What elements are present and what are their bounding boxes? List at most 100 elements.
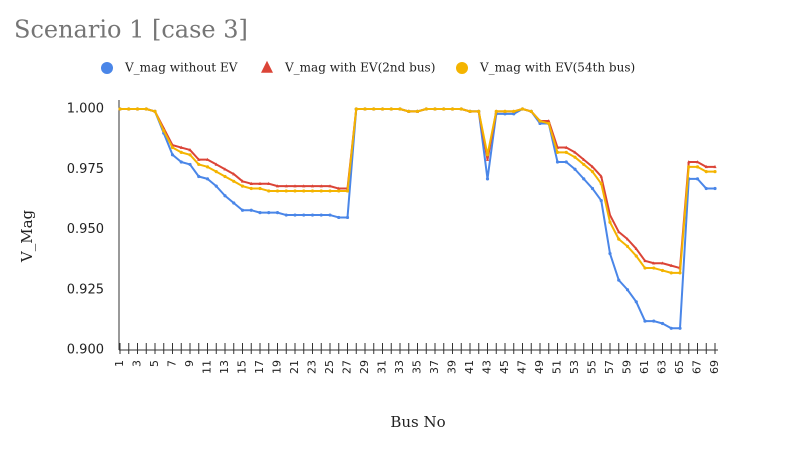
data-point <box>249 208 253 212</box>
x-tick-label: 15 <box>236 360 249 374</box>
data-point <box>590 164 595 169</box>
data-point <box>512 112 516 116</box>
series-line <box>120 108 715 330</box>
x-tick-label: 13 <box>218 360 231 374</box>
data-point <box>302 184 306 188</box>
x-tick-label: 9 <box>183 360 196 367</box>
data-point <box>713 170 717 174</box>
data-point <box>555 150 560 154</box>
data-point <box>258 211 262 215</box>
data-point <box>652 261 656 265</box>
y-tick-label: 0.950 <box>67 222 104 237</box>
data-point <box>380 107 385 111</box>
data-point <box>293 213 297 217</box>
data-point <box>302 189 306 193</box>
legend-label: V_mag with EV(2nd bus) <box>284 61 435 75</box>
data-point <box>179 150 183 154</box>
x-tick-label: 27 <box>341 360 354 374</box>
data-point <box>293 184 297 188</box>
chart-title: Scenario 1 [case 3] <box>14 16 248 44</box>
data-point <box>319 189 323 193</box>
data-point <box>590 170 595 174</box>
data-point <box>232 201 236 205</box>
data-point <box>345 189 350 193</box>
data-point <box>153 109 157 114</box>
data-point <box>660 321 665 326</box>
x-tick-label: 35 <box>411 360 424 374</box>
data-point <box>363 107 367 111</box>
series-line <box>120 108 715 274</box>
x-tick-label: 59 <box>621 360 634 374</box>
data-point <box>170 153 175 157</box>
data-point <box>197 157 201 161</box>
data-point <box>267 181 271 185</box>
data-point <box>468 109 472 114</box>
data-point <box>652 319 656 323</box>
x-tick-label: 65 <box>673 360 686 374</box>
data-point <box>179 160 183 164</box>
data-point <box>503 112 507 116</box>
data-point <box>398 107 402 111</box>
data-point <box>617 278 621 282</box>
data-point <box>573 150 577 154</box>
x-tick-label: 63 <box>656 360 669 374</box>
data-point <box>205 165 210 169</box>
data-point <box>328 184 332 188</box>
data-point <box>249 186 253 191</box>
x-tick-label: 61 <box>638 360 651 374</box>
data-point <box>520 107 525 111</box>
data-point <box>205 157 210 161</box>
data-point <box>275 184 280 188</box>
data-point <box>634 246 638 251</box>
data-point <box>214 162 218 166</box>
x-tick-label: 53 <box>568 360 581 374</box>
data-point <box>310 213 315 217</box>
data-point <box>678 326 682 330</box>
data-point <box>258 181 262 185</box>
data-point <box>599 182 603 186</box>
data-point <box>503 109 507 114</box>
data-point <box>197 162 201 167</box>
data-point <box>319 213 323 217</box>
x-tick-label: 19 <box>271 360 284 374</box>
data-point <box>354 107 358 111</box>
data-point <box>275 189 280 193</box>
data-point <box>573 167 577 171</box>
data-point <box>660 268 665 273</box>
data-point <box>555 160 560 164</box>
data-point <box>223 167 227 171</box>
legend-marker <box>101 62 113 74</box>
data-point <box>267 189 271 193</box>
x-tick-label: 37 <box>428 360 441 374</box>
x-tick-label: 45 <box>498 360 511 374</box>
data-point <box>494 109 498 114</box>
data-point <box>433 107 437 111</box>
x-tick-label: 49 <box>533 360 546 374</box>
x-tick-label: 31 <box>376 360 389 374</box>
y-axis-title: V_Mag <box>18 209 36 263</box>
data-point <box>345 215 350 220</box>
data-point <box>669 263 673 267</box>
y-tick-label: 0.975 <box>67 162 104 177</box>
data-point <box>713 164 717 169</box>
data-point <box>240 208 245 212</box>
data-point <box>328 213 332 217</box>
x-tick-label: 69 <box>708 360 721 374</box>
data-point <box>652 266 656 270</box>
data-point <box>547 119 551 123</box>
x-tick-label: 33 <box>393 360 406 374</box>
data-point <box>599 198 603 203</box>
data-point <box>328 189 332 193</box>
data-point <box>625 288 630 292</box>
data-point <box>310 189 315 193</box>
data-point <box>337 215 341 220</box>
data-point <box>205 177 210 181</box>
data-point <box>135 107 140 111</box>
data-point <box>485 153 490 157</box>
x-tick-label: 5 <box>148 360 161 367</box>
data-point <box>547 121 551 126</box>
y-tick-label: 0.925 <box>67 282 104 297</box>
data-point <box>634 254 638 258</box>
x-tick-label: 1 <box>113 360 126 367</box>
